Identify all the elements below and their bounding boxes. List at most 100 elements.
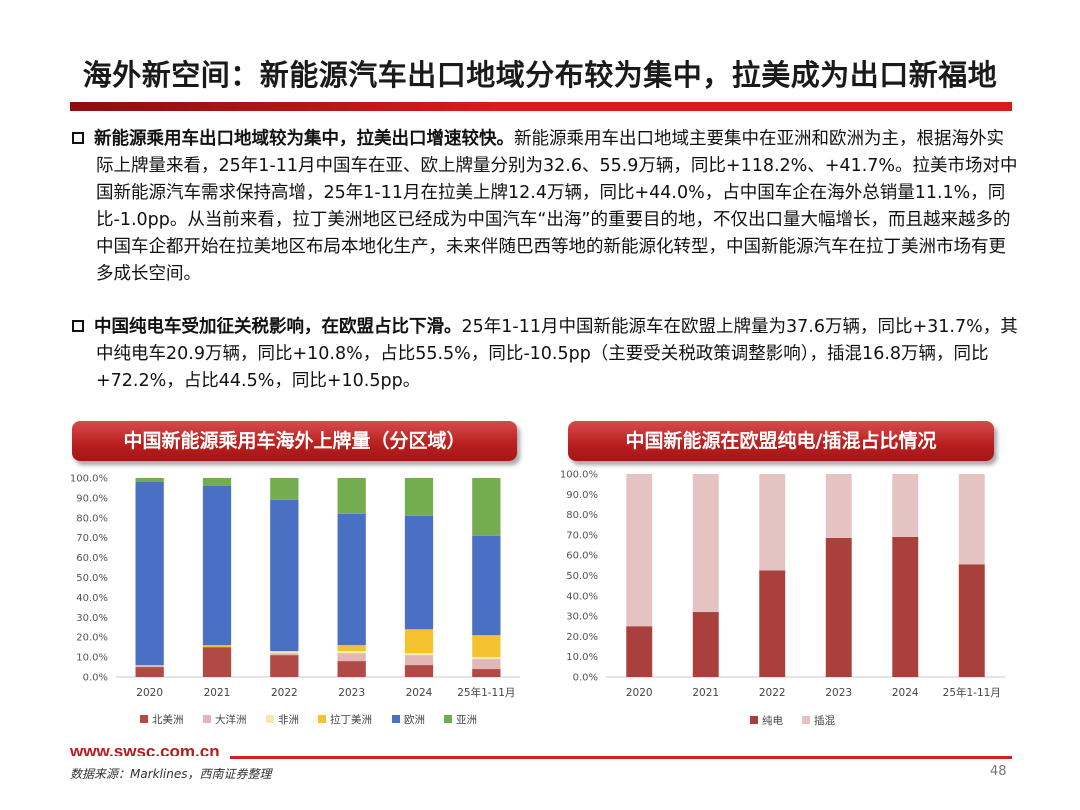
chart-2-legend-label: 插混 xyxy=(814,714,835,727)
chart-2-x-tick: 2020 xyxy=(626,687,653,699)
chart-1-y-tick: 20.0% xyxy=(76,633,108,644)
chart-1-bar-2024-非洲 xyxy=(404,653,434,656)
chart-2-y-tick: 20.0% xyxy=(566,632,598,643)
chart-1-y-tick: 90.0% xyxy=(76,493,108,504)
bullet-square-icon xyxy=(72,132,84,144)
paragraph-1: 新能源乘用车出口地域较为集中，拉美出口增速较快。新能源乘用车出口地域主要集中在亚… xyxy=(72,126,1020,288)
chart-1: 0.0% 10.0% 20.0% 30.0% 40.0% 50.0% 60.0% 70.0% 8… xyxy=(60,462,530,737)
chart-2-y-tick: 70.0% xyxy=(566,530,598,541)
data-source: 数据来源：Marklines，西南证券整理 xyxy=(70,767,272,781)
chart-1-y-tick: 50.0% xyxy=(76,573,108,584)
chart-1-bar-2021-亚洲 xyxy=(202,478,232,486)
chart-1-bar-2024-北美洲 xyxy=(404,665,434,677)
chart-1-y-tick: 30.0% xyxy=(76,613,108,624)
chart-1-bar-2021-拉丁美洲 xyxy=(202,645,232,648)
chart-1-bar-25年1-11月-欧洲 xyxy=(472,535,501,636)
chart-1-legend-swatch xyxy=(318,715,326,723)
chart-1-legend-label: 大洋洲 xyxy=(215,713,247,726)
chart-1-legend-swatch xyxy=(266,715,274,723)
chart-1-y-tick: 0.0% xyxy=(83,673,108,684)
chart-1-y-tick: 100.0% xyxy=(70,474,108,485)
chart-1-bar-2023-亚洲 xyxy=(337,478,366,514)
chart-2-legend-label: 纯电 xyxy=(762,714,783,727)
chart-2-bar-2021-插混 xyxy=(692,474,719,613)
chart-1-svg: 0.0% 10.0% 20.0% 30.0% 40.0% 50.0% 60.0% 70.0% 8… xyxy=(70,474,520,726)
chart-2-bar-25年1-11月-纯电 xyxy=(958,564,985,677)
paragraph-1-lead: 新能源乘用车出口地域较为集中，拉美出口增速较快。 xyxy=(94,129,514,149)
chart-2-bar-2022-纯电 xyxy=(759,570,786,677)
chart-1-legend-label: 非洲 xyxy=(278,714,299,726)
chart-1-y-tick: 80.0% xyxy=(76,513,108,524)
chart-2-y-tick: 40.0% xyxy=(566,591,598,602)
chart-1-legend-label: 拉丁美洲 xyxy=(330,713,372,726)
chart-2-y-tick: 10.0% xyxy=(566,652,598,663)
chart-1-bar-2021-欧洲 xyxy=(202,485,232,646)
footer-url[interactable]: www.swsc.com.cn xyxy=(70,742,220,761)
chart-1-bar-2022-北美洲 xyxy=(270,655,299,677)
chart-1-x-tick: 2023 xyxy=(338,687,365,699)
chart-2-bar-2023-插混 xyxy=(825,474,852,538)
chart-1-bar-2020-亚洲 xyxy=(135,478,164,482)
footer-rule xyxy=(70,756,1012,759)
paragraph-2-body: 25年1-11月中国新能源车在欧盟上牌量为37.6万辆，同比+31.7%，其中纯… xyxy=(96,317,1018,391)
chart-1-bar-2024-亚洲 xyxy=(404,478,434,516)
chart-2-y-tick: 30.0% xyxy=(566,612,598,623)
chart-1-x-tick: 2020 xyxy=(136,687,163,699)
chart-2-x-tick: 25年1-11月 xyxy=(943,686,1001,699)
paragraph-2-lead: 中国纯电车受加征关税影响，在欧盟占比下滑。 xyxy=(94,317,462,337)
chart-1-bar-25年1-11月-拉丁美洲 xyxy=(472,635,501,658)
page-number: 48 xyxy=(990,764,1007,779)
chart-2-bar-2024-插混 xyxy=(892,474,919,537)
chart-1-x-tick: 25年1-11月 xyxy=(457,686,515,699)
chart-1-bar-2024-拉丁美洲 xyxy=(404,629,434,654)
chart-1-legend-label: 北美洲 xyxy=(152,713,184,726)
chart-2-bar-2021-纯电 xyxy=(692,612,719,677)
chart-2-x-tick: 2022 xyxy=(759,687,786,699)
chart-1-legend-swatch xyxy=(140,715,148,723)
chart-1-y-tick: 70.0% xyxy=(76,533,108,544)
chart-2-y-tick: 60.0% xyxy=(566,551,598,562)
chart-1-bar-25年1-11月-亚洲 xyxy=(472,478,501,536)
chart-1-bar-2023-大洋洲 xyxy=(337,653,366,662)
chart-2-x-tick: 2024 xyxy=(892,687,919,699)
chart-1-bar-2023-拉丁美洲 xyxy=(337,645,366,652)
chart-2-bar-2020-插混 xyxy=(626,474,653,627)
chart-1-bar-2020-大洋洲 xyxy=(135,665,164,668)
chart-2-y-tick: 90.0% xyxy=(566,490,598,501)
paragraph-2: 中国纯电车受加征关税影响，在欧盟占比下滑。25年1-11月中国新能源车在欧盟上牌… xyxy=(72,314,1020,395)
chart-1-bar-2023-欧洲 xyxy=(337,513,366,646)
chart-1-legend-swatch xyxy=(444,715,452,723)
chart-1-bar-2020-北美洲 xyxy=(135,667,164,677)
chart-1-bar-2023-北美洲 xyxy=(337,661,366,677)
chart-2-bar-2023-纯电 xyxy=(825,537,852,677)
chart-1-y-tick: 10.0% xyxy=(76,653,108,664)
chart-1-bar-2020-欧洲 xyxy=(135,481,164,666)
chart-1-legend-label: 亚洲 xyxy=(456,714,477,726)
chart-1-bar-2022-亚洲 xyxy=(270,478,299,500)
chart-1-bar-2021-北美洲 xyxy=(202,647,232,677)
chart-2-y-tick: 50.0% xyxy=(566,571,598,582)
chart-2-legend-swatch xyxy=(802,716,810,724)
chart-2-bar-2020-纯电 xyxy=(626,626,653,677)
chart-1-x-tick: 2022 xyxy=(271,687,298,699)
chart-2-svg: 0.0% 10.0% 20.0% 30.0% 40.0% 50.0% 60.0% 70.0% 8… xyxy=(560,470,1005,727)
footer-rule-gap xyxy=(70,756,230,759)
chart-2-y-tick: 0.0% xyxy=(573,673,598,684)
chart-2: 0.0% 10.0% 20.0% 30.0% 40.0% 50.0% 60.0% 70.0% 8… xyxy=(550,462,1020,737)
chart-1-legend-swatch xyxy=(203,715,211,723)
chart-2-bar-2022-插混 xyxy=(759,474,786,571)
chart-1-bar-2022-大洋洲 xyxy=(270,653,299,656)
chart-1-x-tick: 2024 xyxy=(406,687,433,699)
chart-1-title: 中国新能源乘用车海外上牌量（分区域） xyxy=(72,421,517,461)
title-underline xyxy=(70,102,1012,111)
chart-1-legend-swatch xyxy=(392,715,400,723)
chart-1-bar-2022-非洲 xyxy=(270,651,299,654)
chart-2-y-tick: 100.0% xyxy=(560,470,598,481)
chart-1-bar-25年1-11月-北美洲 xyxy=(472,669,501,677)
chart-1-bar-25年1-11月-非洲 xyxy=(472,657,501,660)
page-title: 海外新空间：新能源汽车出口地域分布较为集中，拉美成为出口新福地 xyxy=(82,58,998,92)
chart-2-x-tick: 2023 xyxy=(825,687,852,699)
chart-2-x-tick: 2021 xyxy=(692,687,719,699)
chart-1-bar-2024-欧洲 xyxy=(404,515,434,630)
chart-2-legend-swatch xyxy=(750,716,758,724)
